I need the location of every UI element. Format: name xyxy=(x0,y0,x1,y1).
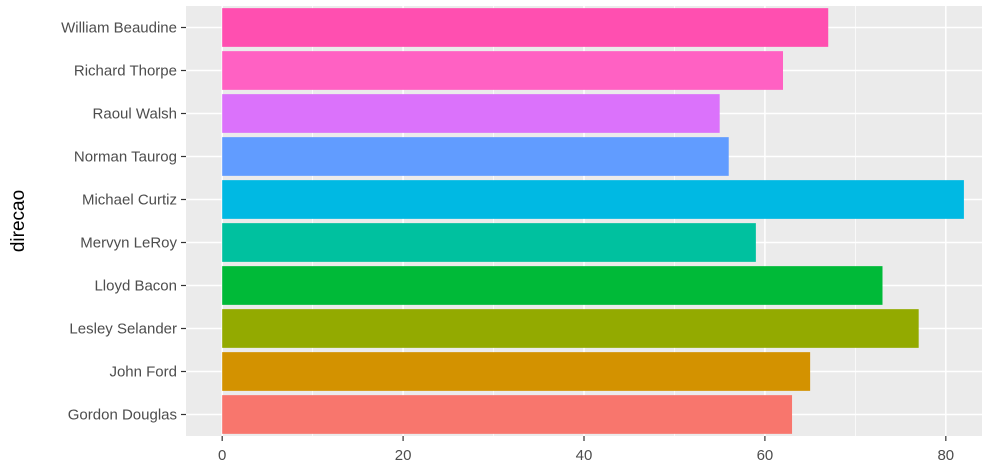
bar xyxy=(222,352,811,391)
bar xyxy=(222,395,793,434)
bar xyxy=(222,180,964,219)
x-tick-label: 40 xyxy=(576,447,593,464)
x-axis-ticks: 0 20 40 60 80 xyxy=(218,436,954,464)
bar xyxy=(222,94,720,133)
bar xyxy=(222,223,756,262)
y-tick-label: John Ford xyxy=(109,364,177,381)
bar xyxy=(222,51,783,90)
y-tick-label: Norman Taurog xyxy=(74,149,177,166)
y-tick-label: Gordon Douglas xyxy=(68,407,177,424)
y-tick-label: Mervyn LeRoy xyxy=(80,235,177,252)
y-tick-label: Lloyd Bacon xyxy=(94,278,177,295)
x-tick-label: 20 xyxy=(395,447,412,464)
x-tick-label: 0 xyxy=(218,447,226,464)
y-tick-label: Richard Thorpe xyxy=(74,63,177,80)
y-axis-ticks: Gordon Douglas John Ford Lesley Selander Ll… xyxy=(61,20,186,424)
bar xyxy=(222,137,729,176)
y-tick-label: William Beaudine xyxy=(61,20,177,37)
bar xyxy=(222,309,919,348)
y-tick-label: Raoul Walsh xyxy=(93,106,177,123)
x-tick-label: 80 xyxy=(937,447,954,464)
bar xyxy=(222,266,883,305)
bars xyxy=(222,8,964,434)
bar xyxy=(222,8,829,47)
y-axis-title: direcao xyxy=(8,190,29,252)
y-tick-label: Michael Curtiz xyxy=(82,192,177,209)
y-tick-label: Lesley Selander xyxy=(69,321,177,338)
x-tick-label: 60 xyxy=(757,447,774,464)
